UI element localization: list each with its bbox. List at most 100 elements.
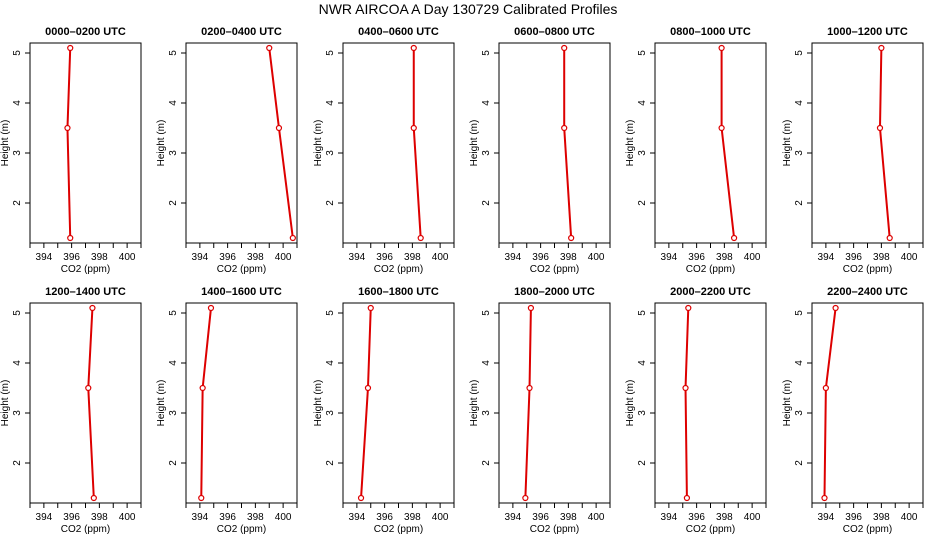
- profile-point: [683, 494, 691, 502]
- panel-title: 2200–2400 UTC: [827, 286, 908, 298]
- panel-title: 0000–0200 UTC: [45, 26, 126, 38]
- profile-point: [266, 44, 273, 52]
- y-axis-label: Height (m): [782, 120, 793, 167]
- x-tick-label: 398: [873, 252, 890, 263]
- profile-line: [412, 48, 422, 239]
- profile-point: [64, 124, 71, 132]
- y-tick-label: 4: [168, 360, 179, 366]
- x-tick-label: 394: [661, 252, 678, 263]
- x-tick-label: 400: [275, 252, 292, 263]
- x-axis-label: CO2 (ppm): [530, 524, 579, 535]
- profile-point: [410, 44, 417, 52]
- x-tick-label: 400: [901, 252, 918, 263]
- x-axis-label: CO2 (ppm): [686, 264, 735, 275]
- y-tick-label: 2: [325, 460, 336, 466]
- panel-title: 0400–0600 UTC: [358, 26, 439, 38]
- plot-frame: [29, 302, 142, 504]
- y-axis-label: Height (m): [0, 120, 11, 167]
- y-tick-label: 2: [637, 460, 648, 466]
- profile-line: [563, 48, 573, 239]
- x-tick-label: 400: [744, 252, 761, 263]
- profile-point: [522, 494, 529, 502]
- profile-point: [876, 124, 884, 132]
- y-tick-label: 4: [481, 360, 492, 366]
- panel-title: 2000–2200 UTC: [670, 286, 751, 298]
- x-tick-label: 398: [873, 512, 890, 523]
- x-tick-label: 394: [349, 512, 366, 523]
- profile-point: [90, 494, 97, 502]
- y-tick-label: 5: [325, 310, 336, 316]
- x-tick-label: 396: [219, 512, 236, 523]
- y-tick-label: 3: [325, 410, 336, 416]
- profile-line: [87, 307, 95, 499]
- plot-frame: [811, 42, 924, 244]
- y-tick-label: 2: [481, 200, 492, 206]
- y-tick-label: 4: [794, 100, 805, 106]
- panel-title: 1200–1400 UTC: [45, 286, 126, 298]
- y-axis-label: Height (m): [782, 380, 793, 427]
- x-axis-label: CO2 (ppm): [217, 264, 266, 275]
- x-tick-label: 398: [247, 252, 264, 263]
- x-tick-label: 394: [36, 252, 53, 263]
- y-tick-label: 3: [637, 410, 648, 416]
- y-tick-label: 3: [12, 410, 23, 416]
- x-axis-label: CO2 (ppm): [374, 264, 423, 275]
- x-tick-label: 396: [63, 252, 80, 263]
- y-axis-label: Height (m): [156, 380, 167, 427]
- x-tick-label: 398: [404, 512, 421, 523]
- figure-title: NWR AIRCOA A Day 130729 Calibrated Profi…: [318, 1, 618, 17]
- x-tick-label: 400: [432, 252, 449, 263]
- profile-point: [198, 494, 205, 502]
- panel-title: 0600–0800 UTC: [514, 26, 595, 38]
- x-tick-label: 394: [192, 252, 209, 263]
- plot-frame: [811, 302, 924, 504]
- x-tick-label: 400: [119, 512, 136, 523]
- profile-point: [561, 44, 568, 52]
- profile-line: [360, 307, 372, 499]
- y-tick-label: 2: [794, 200, 805, 206]
- y-tick-label: 4: [325, 100, 336, 106]
- y-tick-label: 3: [168, 410, 179, 416]
- x-tick-label: 398: [560, 252, 577, 263]
- y-tick-label: 2: [168, 460, 179, 466]
- profile-line: [66, 47, 72, 239]
- y-tick-label: 4: [637, 100, 648, 106]
- x-axis-label: CO2 (ppm): [843, 264, 892, 275]
- profile-point: [821, 494, 828, 502]
- profile-point: [367, 304, 374, 312]
- x-tick-label: 396: [845, 512, 862, 523]
- y-tick-label: 3: [481, 410, 492, 416]
- y-tick-label: 4: [637, 360, 648, 366]
- profile-line: [200, 307, 212, 499]
- x-tick-label: 400: [901, 512, 918, 523]
- y-tick-label: 3: [168, 150, 179, 156]
- x-tick-label: 394: [818, 252, 835, 263]
- profile-point: [417, 234, 424, 242]
- y-tick-label: 2: [12, 460, 23, 466]
- panel-title: 0800–1000 UTC: [670, 26, 751, 38]
- profile-point: [561, 124, 568, 132]
- x-tick-label: 394: [192, 512, 209, 523]
- panel-title: 1800–2000 UTC: [514, 286, 595, 298]
- x-tick-label: 398: [91, 252, 108, 263]
- x-axis-label: CO2 (ppm): [530, 264, 579, 275]
- profile-line: [720, 48, 736, 239]
- x-tick-label: 398: [91, 512, 108, 523]
- plot-frame: [342, 302, 455, 504]
- y-tick-label: 5: [481, 50, 492, 56]
- y-tick-label: 3: [794, 150, 805, 156]
- y-tick-label: 4: [168, 100, 179, 106]
- x-tick-label: 394: [505, 252, 522, 263]
- y-axis-label: Height (m): [313, 380, 324, 427]
- x-tick-label: 398: [404, 252, 421, 263]
- profile-point: [878, 44, 885, 52]
- x-tick-label: 398: [247, 512, 264, 523]
- y-tick-label: 2: [794, 460, 805, 466]
- plot-frame: [654, 42, 767, 244]
- x-tick-label: 396: [532, 252, 549, 263]
- y-axis-label: Height (m): [469, 380, 480, 427]
- y-axis-label: Height (m): [313, 120, 324, 167]
- profile-point: [832, 304, 839, 312]
- profile-point: [682, 384, 689, 392]
